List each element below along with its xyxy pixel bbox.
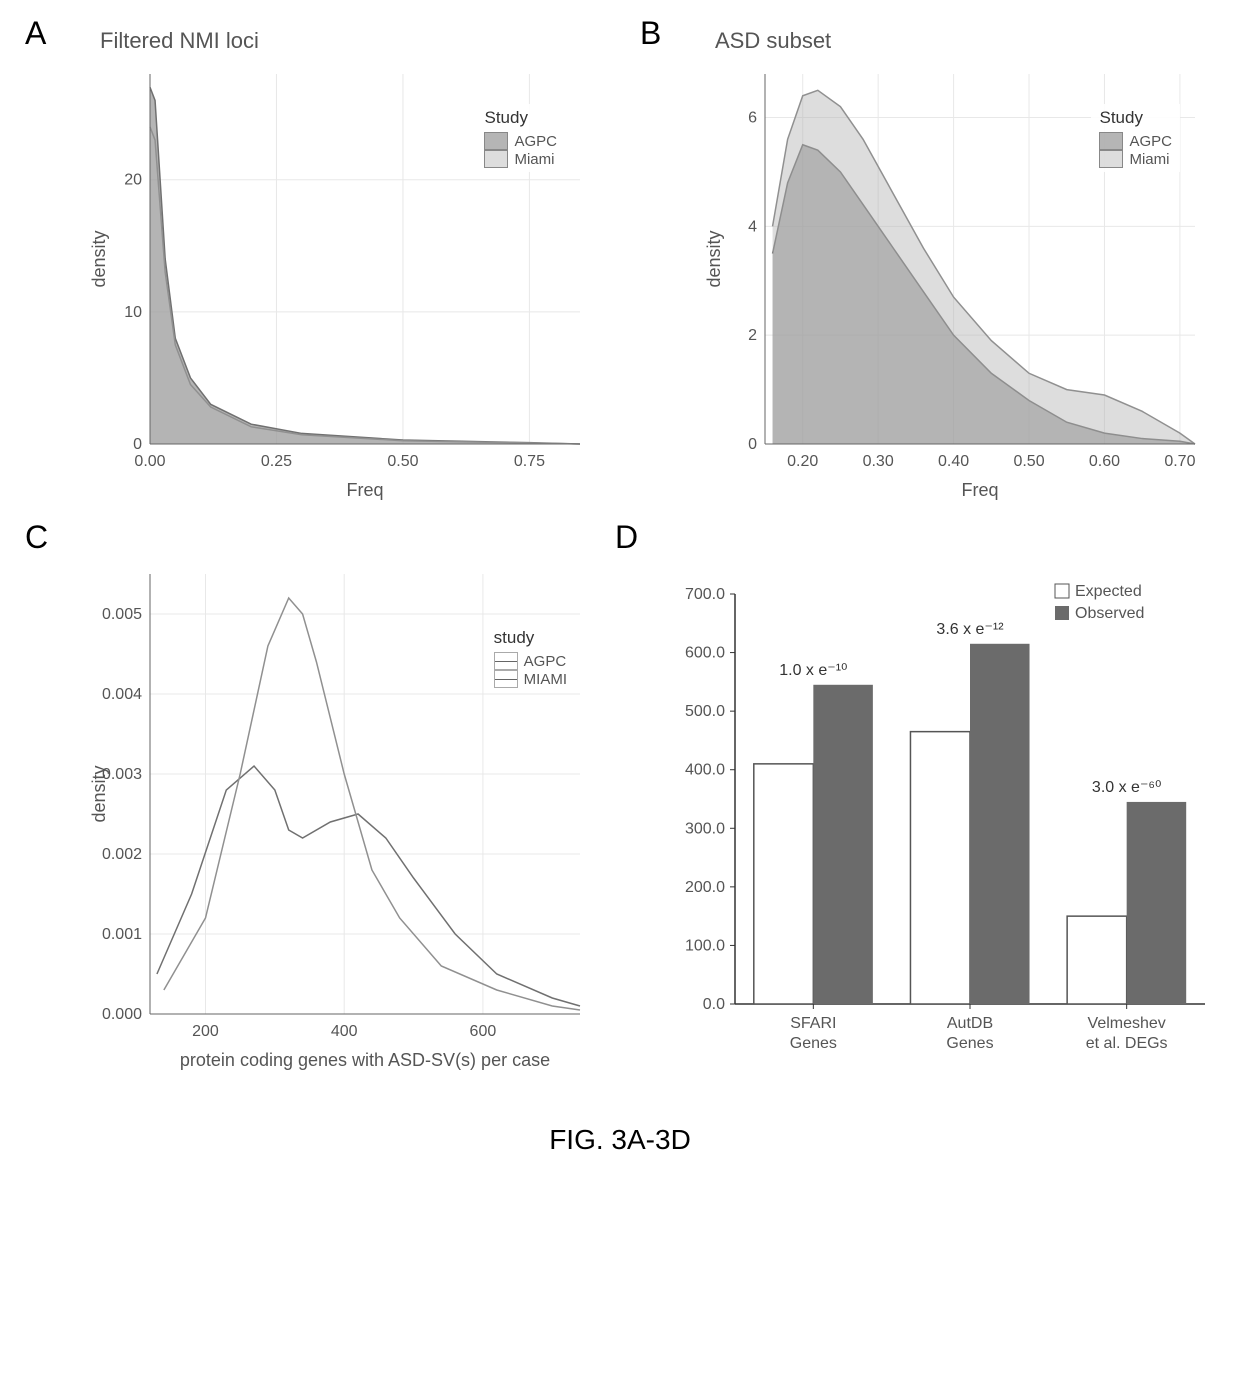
- panel-b-label: B: [640, 15, 661, 52]
- legend-label: MIAMI: [524, 671, 567, 688]
- legend-item-agpc: AGPC: [484, 132, 557, 150]
- panel-b-legend: Study AGPC Miami: [1091, 104, 1180, 172]
- legend-swatch-icon: [494, 670, 518, 688]
- svg-text:0.005: 0.005: [102, 606, 142, 623]
- svg-text:2: 2: [748, 327, 757, 344]
- legend-label: AGPC: [514, 133, 557, 150]
- svg-text:3.0 x e⁻⁶⁰: 3.0 x e⁻⁶⁰: [1092, 779, 1161, 796]
- svg-text:protein coding genes with ASD-: protein coding genes with ASD-SV(s) per …: [180, 1050, 550, 1070]
- panel-d: D 0.0100.0200.0300.0400.0500.0600.0700.0…: [635, 524, 1220, 1084]
- panel-a: A Filtered NMI loci 0.000.250.500.750102…: [20, 20, 605, 514]
- svg-text:Genes: Genes: [946, 1035, 993, 1052]
- svg-text:et al. DEGs: et al. DEGs: [1086, 1035, 1168, 1052]
- svg-text:400: 400: [331, 1023, 358, 1040]
- panel-d-chart: 0.0 100.0 200.0 300.0 400.0 500.0 600.0 700.0 1.…: [665, 564, 1220, 1084]
- svg-text:density: density: [90, 765, 109, 822]
- svg-text:3.6 x e⁻¹²: 3.6 x e⁻¹²: [936, 621, 1004, 638]
- svg-text:600: 600: [470, 1023, 497, 1040]
- svg-text:300.0: 300.0: [685, 820, 725, 837]
- svg-text:600.0: 600.0: [685, 645, 725, 662]
- panel-a-chart: 0.00 0.25 0.50 0.75 0 10 20 density Freq Study A…: [90, 64, 605, 514]
- svg-text:0.40: 0.40: [938, 453, 969, 470]
- legend-label: AGPC: [1129, 133, 1172, 150]
- legend-title: Study: [484, 108, 557, 128]
- legend-swatch-icon: [484, 132, 508, 150]
- legend-label: Miami: [514, 151, 554, 168]
- svg-text:100.0: 100.0: [685, 937, 725, 954]
- panel-b: B ASD subset 0.200.300.400.500.600.70024…: [635, 20, 1220, 514]
- legend-item-miami: MIAMI: [494, 670, 567, 688]
- svg-text:0.0: 0.0: [703, 996, 725, 1013]
- legend-title: Study: [1099, 108, 1172, 128]
- panel-a-label: A: [25, 15, 46, 52]
- svg-text:0.00: 0.00: [134, 453, 165, 470]
- panel-d-label: D: [615, 519, 638, 556]
- svg-text:1.0 x e⁻¹⁰: 1.0 x e⁻¹⁰: [779, 662, 847, 679]
- svg-text:6: 6: [748, 110, 757, 127]
- panel-a-title: Filtered NMI loci: [100, 28, 605, 54]
- svg-text:0.20: 0.20: [787, 453, 818, 470]
- svg-text:4: 4: [748, 218, 757, 235]
- legend-swatch-icon: [1099, 150, 1123, 168]
- legend-item-agpc: AGPC: [494, 652, 567, 670]
- svg-text:0.001: 0.001: [102, 926, 142, 943]
- legend-item-agpc: AGPC: [1099, 132, 1172, 150]
- panel-a-legend: Study AGPC Miami: [476, 104, 565, 172]
- svg-text:Genes: Genes: [790, 1035, 837, 1052]
- svg-text:500.0: 500.0: [685, 703, 725, 720]
- svg-text:0.50: 0.50: [1013, 453, 1044, 470]
- svg-text:400.0: 400.0: [685, 762, 725, 779]
- panel-c: C 2004006000.0000.0010.0020.0030.0040.00…: [20, 524, 605, 1084]
- svg-text:0.002: 0.002: [102, 846, 142, 863]
- svg-text:0.30: 0.30: [863, 453, 894, 470]
- legend-label: Miami: [1129, 151, 1169, 168]
- legend-swatch-icon: [1099, 132, 1123, 150]
- svg-text:0.60: 0.60: [1089, 453, 1120, 470]
- svg-text:Velmeshev: Velmeshev: [1088, 1015, 1166, 1032]
- panel-c-chart: 2004006000.0000.0010.0020.0030.0040.005d…: [90, 564, 605, 1084]
- svg-text:0.25: 0.25: [261, 453, 292, 470]
- legend-item-miami: Miami: [484, 150, 557, 168]
- svg-text:200.0: 200.0: [685, 879, 725, 896]
- svg-text:200: 200: [192, 1023, 219, 1040]
- legend-label: AGPC: [524, 653, 567, 670]
- svg-text:density: density: [90, 230, 109, 287]
- panel-b-chart: 0.200.300.400.500.600.700246densityFreq …: [705, 64, 1220, 514]
- svg-text:0.70: 0.70: [1164, 453, 1195, 470]
- svg-text:Observed: Observed: [1075, 605, 1144, 622]
- figure-grid: A Filtered NMI loci 0.000.250.500.750102…: [20, 20, 1220, 1084]
- svg-text:Expected: Expected: [1075, 583, 1142, 600]
- panel-c-label: C: [25, 519, 48, 556]
- legend-swatch-icon: [494, 652, 518, 670]
- svg-text:AutDB: AutDB: [947, 1015, 993, 1032]
- figure-caption: FIG. 3A-3D: [20, 1124, 1220, 1156]
- panel-c-legend: study AGPC MIAMI: [486, 624, 575, 692]
- svg-text:0.000: 0.000: [102, 1006, 142, 1023]
- svg-text:700.0: 700.0: [685, 586, 725, 603]
- panel-b-title: ASD subset: [715, 28, 1220, 54]
- svg-text:Freq: Freq: [961, 480, 998, 500]
- svg-text:0: 0: [133, 436, 142, 453]
- svg-text:0: 0: [748, 436, 757, 453]
- svg-text:0.75: 0.75: [514, 453, 545, 470]
- svg-text:10: 10: [124, 304, 142, 321]
- svg-text:density: density: [705, 230, 724, 287]
- svg-text:0.50: 0.50: [387, 453, 418, 470]
- svg-text:0.004: 0.004: [102, 686, 142, 703]
- svg-text:SFARI: SFARI: [790, 1015, 836, 1032]
- legend-swatch-icon: [484, 150, 508, 168]
- legend-title: study: [494, 628, 567, 648]
- svg-text:20: 20: [124, 172, 142, 189]
- legend-item-miami: Miami: [1099, 150, 1172, 168]
- svg-text:Freq: Freq: [346, 480, 383, 500]
